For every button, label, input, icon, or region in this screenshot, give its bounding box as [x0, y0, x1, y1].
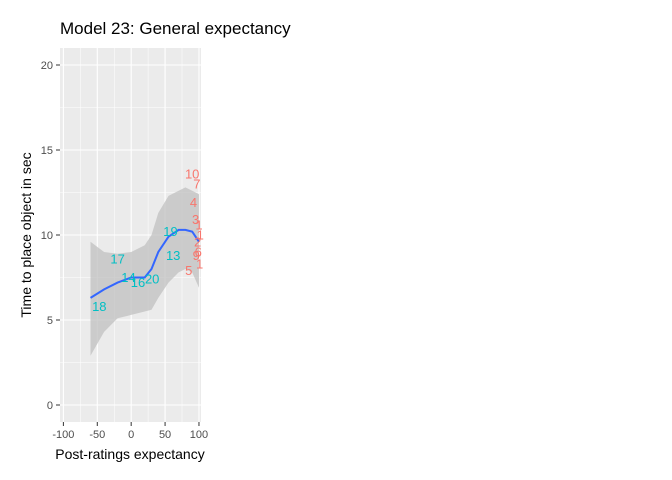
y-tick-label: 15: [41, 145, 53, 157]
point-label: 19: [163, 224, 177, 239]
grid-lines: [60, 48, 201, 422]
point-label: 10: [185, 166, 199, 181]
x-tick-label: 100: [190, 429, 208, 441]
x-axis-title: Post-ratings expectancy: [55, 446, 204, 462]
x-tick-label: 0: [128, 429, 134, 441]
point-label: 1: [195, 217, 202, 232]
point-label: 6: [195, 245, 202, 260]
point-label: 9: [193, 248, 200, 263]
point-label: 16: [131, 275, 145, 290]
point-label: 14: [121, 270, 135, 285]
y-axis-title: Time to place object in sec: [18, 152, 34, 317]
x-tick-label: 50: [159, 429, 171, 441]
y-tick-label: 10: [41, 230, 53, 242]
point-label: 17: [110, 251, 124, 266]
point-label: 2: [194, 234, 201, 249]
y-tick-label: 0: [47, 400, 53, 412]
y-tick-label: 20: [41, 60, 53, 72]
x-tick-label: -100: [52, 429, 74, 441]
confidence-band: [90, 187, 199, 356]
point-label: 4: [190, 195, 197, 210]
point-label: 18: [92, 299, 106, 314]
smooth-line: [89, 228, 200, 299]
point-label: 1: [196, 256, 203, 271]
confidence-band-group: [90, 187, 199, 356]
point-label: 3: [192, 212, 199, 227]
chart-title: Model 23: General expectancy: [60, 19, 291, 38]
point-label: 13: [166, 248, 180, 263]
point-label: 1: [197, 228, 204, 243]
point-label: 7: [193, 177, 200, 192]
point-label: 5: [185, 263, 192, 278]
smooth-line-group: [89, 228, 200, 299]
point-label: 20: [145, 272, 159, 287]
y-tick-label: 5: [47, 315, 53, 327]
x-tick-label: -50: [89, 429, 105, 441]
